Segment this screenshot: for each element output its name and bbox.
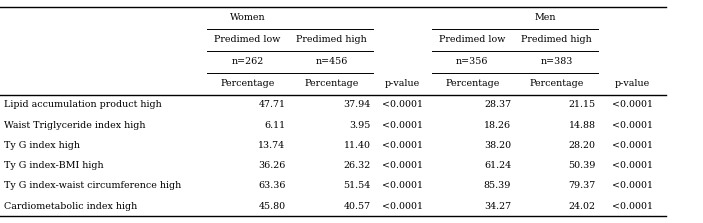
Text: 38.20: 38.20 <box>484 141 511 150</box>
Text: 11.40: 11.40 <box>344 141 370 150</box>
Text: Waist Triglyceride index high: Waist Triglyceride index high <box>4 121 145 130</box>
Text: Women: Women <box>230 13 265 22</box>
Text: Men: Men <box>534 13 555 22</box>
Text: Lipid accumulation product high: Lipid accumulation product high <box>4 100 161 109</box>
Text: 28.20: 28.20 <box>569 141 595 150</box>
Text: Ty G index-BMI high: Ty G index-BMI high <box>4 161 103 170</box>
Text: <0.0001: <0.0001 <box>382 121 423 130</box>
Text: 3.95: 3.95 <box>349 121 370 130</box>
Text: Ty G index-waist circumference high: Ty G index-waist circumference high <box>4 182 181 190</box>
Text: 6.11: 6.11 <box>264 121 285 130</box>
Text: Predimed low: Predimed low <box>439 35 505 44</box>
Text: 40.57: 40.57 <box>343 202 370 211</box>
Text: <0.0001: <0.0001 <box>612 161 653 170</box>
Text: n=456: n=456 <box>316 57 348 66</box>
Text: 13.74: 13.74 <box>258 141 285 150</box>
Text: <0.0001: <0.0001 <box>612 141 653 150</box>
Text: 51.54: 51.54 <box>343 182 370 190</box>
Text: Percentage: Percentage <box>445 79 500 88</box>
Text: <0.0001: <0.0001 <box>382 100 423 109</box>
Text: <0.0001: <0.0001 <box>612 100 653 109</box>
Text: <0.0001: <0.0001 <box>612 121 653 130</box>
Text: 14.88: 14.88 <box>569 121 595 130</box>
Text: 61.24: 61.24 <box>484 161 511 170</box>
Text: 45.80: 45.80 <box>258 202 285 211</box>
Text: <0.0001: <0.0001 <box>382 202 423 211</box>
Text: Predimed low: Predimed low <box>214 35 280 44</box>
Text: p-value: p-value <box>385 79 420 88</box>
Text: Predimed high: Predimed high <box>522 35 592 44</box>
Text: 47.71: 47.71 <box>259 100 285 109</box>
Text: n=356: n=356 <box>456 57 489 66</box>
Text: 85.39: 85.39 <box>484 182 511 190</box>
Text: 50.39: 50.39 <box>568 161 595 170</box>
Text: Ty G index high: Ty G index high <box>4 141 79 150</box>
Text: Percentage: Percentage <box>220 79 275 88</box>
Text: n=383: n=383 <box>541 57 573 66</box>
Text: Cardiometabolic index high: Cardiometabolic index high <box>4 202 137 211</box>
Text: <0.0001: <0.0001 <box>612 202 653 211</box>
Text: Percentage: Percentage <box>304 79 359 88</box>
Text: 28.37: 28.37 <box>484 100 511 109</box>
Text: <0.0001: <0.0001 <box>382 182 423 190</box>
Text: <0.0001: <0.0001 <box>382 141 423 150</box>
Text: p-value: p-value <box>615 79 650 88</box>
Text: n=262: n=262 <box>231 57 264 66</box>
Text: Percentage: Percentage <box>529 79 584 88</box>
Text: <0.0001: <0.0001 <box>382 161 423 170</box>
Text: 26.32: 26.32 <box>343 161 370 170</box>
Text: 24.02: 24.02 <box>569 202 595 211</box>
Text: 36.26: 36.26 <box>258 161 285 170</box>
Text: <0.0001: <0.0001 <box>612 182 653 190</box>
Text: 21.15: 21.15 <box>568 100 595 109</box>
Text: Predimed high: Predimed high <box>297 35 367 44</box>
Text: 37.94: 37.94 <box>343 100 370 109</box>
Text: 79.37: 79.37 <box>568 182 595 190</box>
Text: 34.27: 34.27 <box>484 202 511 211</box>
Text: 63.36: 63.36 <box>258 182 285 190</box>
Text: 18.26: 18.26 <box>484 121 511 130</box>
